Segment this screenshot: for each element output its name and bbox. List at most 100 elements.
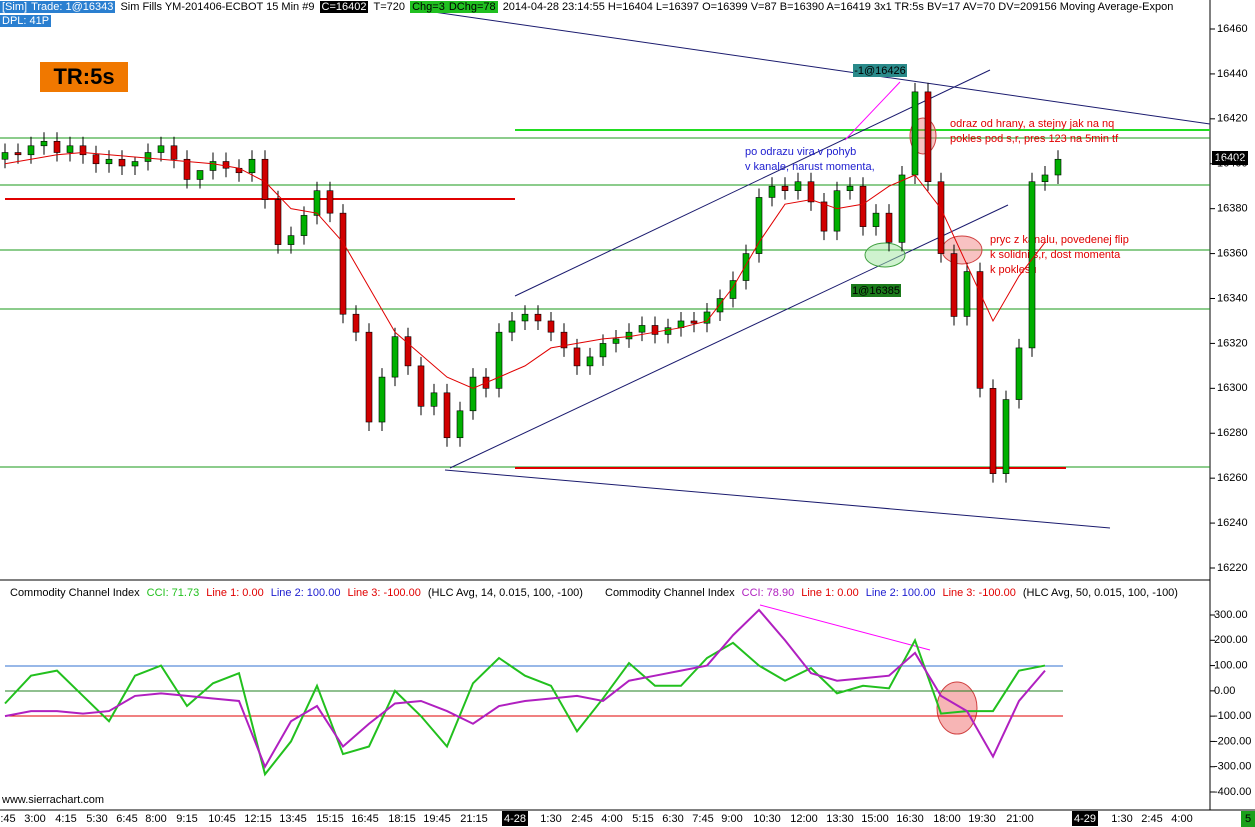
candle-body — [859, 185, 867, 227]
x-tick-label: 9:00 — [721, 813, 742, 825]
price-marker: 16402 — [1215, 152, 1246, 164]
candle-body — [742, 253, 750, 281]
header: [Sim] Trade: 1@16343 Sim Fills YM-201406-… — [0, 0, 1175, 28]
candle-body — [690, 320, 698, 324]
candle-body — [144, 152, 152, 162]
legend-entry: Line 1: 0.00 — [801, 587, 859, 599]
date-bg — [1072, 811, 1098, 826]
y-tick-label: 16440 — [1217, 68, 1248, 80]
y-tick-label: 16220 — [1217, 562, 1248, 574]
candle-body — [560, 331, 568, 349]
legend-entry: (HLC Avg, 14, 0.015, 100, -100) — [428, 587, 583, 599]
x-tick-label: 2:45 — [1141, 813, 1162, 825]
cci-line — [4, 637, 1046, 777]
candle-body — [40, 140, 48, 147]
x-tick-label: :45 — [0, 813, 15, 825]
candle-body — [53, 140, 61, 153]
x-tick-label: 21:15 — [460, 813, 488, 825]
candle-body — [1002, 399, 1010, 474]
x-tick-label: 15:00 — [861, 813, 889, 825]
candle-body — [183, 158, 191, 180]
candle-body — [352, 313, 360, 333]
candle-body — [963, 271, 971, 317]
x-tick-label: 1:30 — [540, 813, 561, 825]
candle-body — [898, 174, 906, 243]
close-field: C=16402 — [319, 1, 369, 13]
candle-body — [1054, 158, 1062, 176]
candle-body — [118, 158, 126, 167]
candle-body — [937, 181, 945, 254]
y-tick-label: 16240 — [1217, 517, 1248, 529]
candle-body — [729, 280, 737, 299]
candle-body — [573, 347, 581, 367]
x-tick-label: 10:30 — [753, 813, 781, 825]
candle-body — [300, 215, 308, 236]
watermark: www.sierrachart.com — [1, 794, 104, 806]
y-tick-label: 16400 — [1217, 158, 1248, 170]
x-tick-label: 2:45 — [571, 813, 592, 825]
x-tick-label: 4-28 — [504, 813, 526, 825]
x-tick-label: 18:00 — [933, 813, 961, 825]
candle-body — [872, 212, 880, 227]
candle-body — [248, 158, 256, 174]
y-tick-label: 100.00 — [1214, 659, 1248, 671]
y-tick-label: 300.00 — [1214, 609, 1248, 621]
y-tick-label: 16340 — [1217, 292, 1248, 304]
x-tick-label: 4-29 — [1074, 813, 1096, 825]
candle-body — [404, 336, 412, 367]
candle-body — [196, 170, 204, 180]
x-tick-label: 6:30 — [662, 813, 683, 825]
candle-body — [716, 298, 724, 313]
legend-entry: CCI: 71.73 — [147, 587, 200, 599]
y-tick-label: 16360 — [1217, 247, 1248, 259]
annotation: po odrazu vira v pohyb — [745, 146, 856, 158]
candle-body — [14, 152, 22, 156]
candle-body — [651, 325, 659, 335]
candle-body — [417, 365, 425, 407]
y-tick-label: 16380 — [1217, 203, 1248, 215]
candle-body — [781, 185, 789, 191]
x-tick-label: 8:00 — [145, 813, 166, 825]
candle-body — [508, 320, 516, 333]
highlight-ellipses — [864, 117, 983, 735]
y-tick-label: 200.00 — [1214, 634, 1248, 646]
candle-body — [534, 313, 542, 322]
candle-body — [846, 185, 854, 191]
candle-body — [365, 331, 373, 423]
y-tick-label: 16320 — [1217, 337, 1248, 349]
candle-body — [495, 331, 503, 389]
candle-body — [469, 376, 477, 412]
candle-body — [131, 161, 139, 167]
candle-body — [547, 320, 555, 333]
candle-body — [456, 410, 464, 439]
y-tick-label: -400.00 — [1214, 786, 1251, 798]
x-tick-label: 6:45 — [116, 813, 137, 825]
header-rest: 2014-04-28 23:14:55 H=16404 L=16397 O=16… — [502, 1, 1174, 13]
legend-entry: Line 1: 0.00 — [206, 587, 264, 599]
order-bg — [853, 64, 907, 77]
candle-body — [885, 212, 893, 243]
moving-average — [4, 152, 1046, 389]
y-tick-label: -200.00 — [1214, 735, 1251, 747]
x-tick-label: 19:45 — [423, 813, 451, 825]
legend-entry: Commodity Channel Index — [605, 587, 735, 599]
dchg-field: DChg=78 — [446, 1, 498, 13]
t-field: T=720 — [373, 1, 406, 13]
candle-body — [820, 201, 828, 232]
candle-body — [989, 388, 997, 474]
candle-body — [1041, 174, 1049, 183]
x-tick-label: 4:00 — [1171, 813, 1192, 825]
candle-body — [924, 91, 932, 183]
corner-label: 5 — [1245, 813, 1251, 825]
candle-body — [664, 327, 672, 335]
legend-entry: Commodity Channel Index — [10, 587, 140, 599]
legend-entry: Line 2: 100.00 — [271, 587, 341, 599]
annotation: pokles pod s,r, pres 123 na 5min tf — [950, 133, 1119, 145]
trade: Trade: 1@16343 — [29, 1, 116, 13]
order-label: -1@16426 — [854, 65, 906, 77]
candle-body — [339, 212, 347, 315]
candle-body — [807, 181, 815, 203]
candle-body — [27, 145, 35, 156]
